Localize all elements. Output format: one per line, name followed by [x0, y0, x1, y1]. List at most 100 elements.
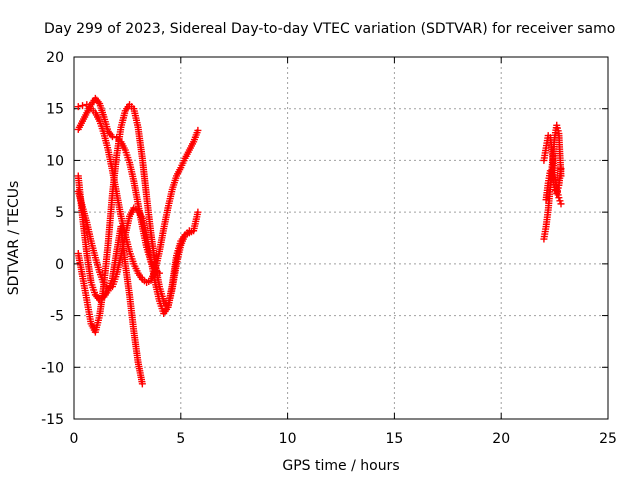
data-point-trace	[139, 157, 150, 198]
data-point-trace	[130, 107, 142, 129]
x-tick-label: 25	[599, 431, 617, 447]
series-8	[542, 165, 565, 204]
data-point-trace	[134, 126, 146, 160]
y-axis-label: SDTVAR / TECUs	[6, 181, 22, 296]
data-point-trace	[88, 281, 99, 296]
y-tick-label: -5	[50, 309, 64, 325]
data-point-trace	[122, 262, 133, 297]
data-point	[555, 194, 563, 202]
data-point-trace	[126, 293, 138, 333]
data-point-trace	[143, 195, 155, 235]
data-point-trace	[93, 293, 102, 302]
x-tick-label: 15	[385, 431, 403, 447]
data-point-trace	[165, 188, 176, 210]
data-point-trace	[75, 119, 85, 131]
data-point-trace	[130, 179, 142, 206]
data-point-trace	[161, 305, 171, 315]
series-4	[74, 101, 193, 336]
data-point-trace	[549, 176, 558, 189]
data-point-trace	[161, 299, 171, 309]
data-point-trace	[92, 111, 103, 123]
data-point-trace	[540, 146, 550, 162]
data-point-trace	[118, 109, 129, 129]
data-point-trace	[169, 174, 180, 191]
data-point-trace	[553, 124, 562, 135]
data-point-trace	[118, 140, 128, 152]
series-5	[74, 187, 202, 318]
data-point-trace	[178, 233, 188, 243]
data-point-trace	[556, 197, 564, 205]
y-tick-label: 5	[55, 205, 64, 221]
data-point-trace	[83, 252, 95, 284]
axis-ticks: 0 5 10 15 20 25 -15 -10 -5 0 5 10 15 20	[41, 50, 617, 447]
data-point-trace	[96, 283, 108, 317]
y-tick-label: 10	[46, 153, 64, 169]
data-point-trace	[135, 360, 146, 386]
x-tick-label: 20	[492, 431, 510, 447]
data-point	[546, 167, 554, 175]
data-point-trace	[190, 129, 201, 144]
x-tick-label: 0	[70, 431, 79, 447]
chart-title: Day 299 of 2023, Sidereal Day-to-day VTE…	[44, 21, 615, 37]
data-point-trace	[106, 129, 115, 139]
y-tick-label: 20	[46, 50, 64, 66]
grid	[74, 57, 608, 419]
data-point	[74, 103, 82, 111]
x-axis-label: GPS time / hours	[282, 458, 399, 474]
data-point-trace	[101, 289, 111, 299]
data-point-trace	[135, 208, 145, 220]
data-point-trace	[109, 273, 120, 288]
data-point-trace	[190, 210, 201, 232]
data-point-trace	[547, 170, 555, 178]
x-tick-label: 5	[176, 431, 185, 447]
data-point-trace	[160, 206, 172, 230]
data-point-trace	[126, 250, 137, 265]
data-point-trace	[156, 227, 167, 253]
data-point-trace	[173, 240, 184, 257]
data-points	[74, 94, 565, 388]
data-point-trace	[123, 103, 132, 113]
data-point-trace	[131, 262, 141, 275]
data-point-trace	[79, 275, 90, 302]
data-point-trace	[96, 271, 107, 286]
data-point-trace	[101, 115, 111, 133]
data-point	[557, 165, 565, 173]
data-point-trace	[83, 298, 95, 325]
plot-frame	[73, 56, 609, 420]
y-tick-label: 0	[55, 257, 64, 273]
data-point-trace	[84, 103, 94, 115]
data-point-trace	[147, 231, 159, 266]
data-point-trace	[126, 161, 137, 183]
data-point-trace	[80, 111, 90, 123]
data-point-trace	[92, 256, 103, 274]
x-tick-label: 10	[279, 431, 297, 447]
y-tick-label: -10	[41, 360, 64, 376]
series-3	[74, 172, 146, 388]
data-point-trace	[127, 206, 137, 218]
data-point	[138, 380, 146, 388]
data-point-trace	[178, 157, 188, 169]
data-point-trace	[136, 271, 145, 281]
y-tick-label: -15	[41, 412, 64, 428]
data-point-trace	[130, 329, 142, 364]
data-point-trace	[122, 149, 133, 164]
data-point-trace	[109, 154, 120, 195]
data-point-trace	[113, 126, 125, 157]
data-point	[108, 133, 116, 141]
data-point-trace	[540, 225, 550, 241]
data-point-trace	[182, 148, 192, 160]
data-point-trace	[104, 192, 116, 245]
data-point-trace	[93, 96, 102, 106]
data-point	[557, 200, 565, 208]
data-point-trace	[186, 140, 197, 152]
data-point	[194, 208, 202, 216]
data-point-trace	[96, 102, 107, 119]
y-tick-label: 15	[46, 102, 64, 118]
data-point	[79, 102, 87, 110]
data-point-trace	[169, 254, 180, 286]
data-point	[194, 126, 202, 134]
data-point-trace	[89, 96, 98, 107]
data-point-trace	[96, 120, 107, 135]
data-point-trace	[174, 166, 184, 178]
